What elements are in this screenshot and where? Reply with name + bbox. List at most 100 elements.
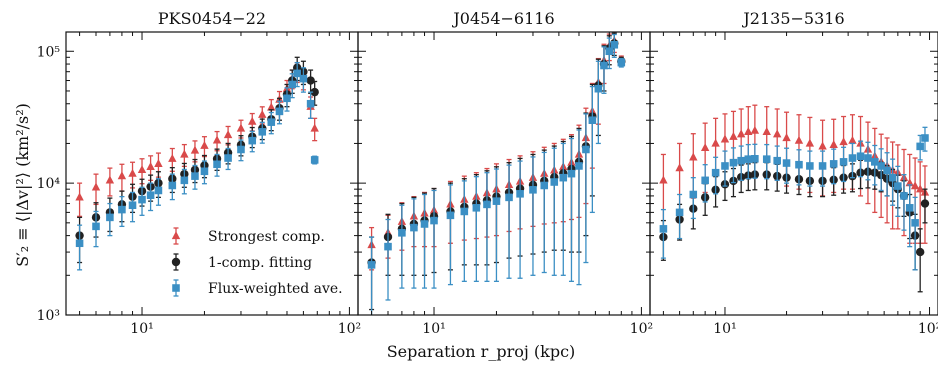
data-point (900, 192, 908, 200)
data-point (911, 219, 919, 227)
data-point (168, 153, 177, 162)
data-point (410, 223, 418, 232)
data-point (883, 166, 891, 175)
data-point (829, 160, 838, 168)
data-point (213, 160, 221, 169)
data-point (744, 126, 753, 135)
data-point (711, 138, 720, 147)
data-point (516, 190, 524, 198)
data-point (146, 161, 155, 170)
data-point (306, 76, 315, 85)
data-layer (659, 104, 930, 293)
legend-entry: 1-comp. fitting (171, 253, 312, 271)
data-point (483, 200, 491, 209)
data-point (711, 168, 720, 177)
plots-layer: PKS0454−22 10¹ 10² 10³ 10⁴ 10⁵ Strongest comp.… (37, 9, 938, 337)
data-point (729, 158, 738, 167)
data-point (689, 190, 698, 199)
data-point (472, 204, 481, 212)
data-point (689, 152, 698, 161)
data-point (864, 154, 872, 162)
data-point (659, 175, 668, 184)
data-point (128, 201, 137, 210)
series-triangle (659, 104, 930, 244)
panel-title: PKS0454−22 (158, 9, 266, 28)
panel-title: J0454−6116 (451, 9, 554, 28)
data-point (575, 162, 583, 170)
data-point (190, 145, 200, 154)
y-tick-label: 10⁴ (37, 176, 61, 192)
data-point (200, 167, 209, 176)
data-point (137, 165, 147, 174)
data-point (721, 162, 729, 170)
data-point (146, 191, 155, 199)
data-point (916, 142, 924, 151)
data-point (737, 156, 745, 165)
data-point (420, 220, 429, 228)
data-point (106, 213, 114, 222)
data-point (128, 168, 137, 177)
data-point (212, 135, 222, 144)
data-point (659, 225, 668, 233)
data-point (75, 239, 84, 248)
legend: Strongest comp. 1-comp. fitting Flux-weigh… (171, 227, 343, 297)
data-point (848, 135, 857, 144)
data-point (594, 84, 603, 93)
data-point (782, 159, 791, 167)
y-axis-label: S′₂ ≡ ⟨|Δv|²⟩ (km²/s²) (13, 103, 32, 267)
data-point (288, 80, 297, 89)
data-point (700, 143, 710, 152)
data-point (773, 156, 781, 165)
data-point (915, 247, 925, 257)
data-point (248, 136, 257, 145)
series-square (367, 33, 626, 315)
data-point (877, 162, 885, 170)
data-layer (367, 32, 626, 315)
data-point (237, 145, 245, 154)
data-point (794, 135, 804, 144)
data-layer (75, 56, 319, 271)
data-point (871, 158, 879, 166)
data-point (154, 159, 163, 168)
data-point (117, 171, 127, 180)
data-point (750, 125, 760, 134)
data-point (795, 160, 803, 169)
data-point (460, 207, 469, 216)
y-tick-label: 10³ (37, 308, 60, 324)
data-point (275, 107, 284, 116)
legend-label: Strongest comp. (208, 229, 325, 245)
data-point (310, 87, 319, 97)
data-point (310, 123, 319, 132)
data-point (782, 133, 791, 142)
data-point (905, 204, 914, 212)
data-point (567, 169, 576, 178)
data-point (921, 134, 929, 142)
data-point (617, 58, 626, 67)
y-tick-label: 10⁵ (37, 44, 61, 60)
data-point (818, 141, 827, 150)
data-point (267, 102, 276, 111)
data-point (105, 175, 115, 184)
data-point (191, 172, 199, 180)
data-point (839, 137, 848, 146)
data-point (430, 216, 438, 225)
data-point (138, 195, 146, 204)
data-point (224, 154, 232, 162)
data-point (894, 182, 902, 190)
legend-marker (172, 284, 180, 292)
data-point (600, 61, 608, 70)
data-point (91, 182, 101, 191)
data-point (736, 129, 746, 138)
data-point (306, 99, 315, 108)
panel-title: J2135−5316 (741, 9, 844, 28)
panel-2: J0454−6116 10¹ 10² (357, 9, 653, 337)
data-point (829, 140, 838, 149)
panel-3: J2135−5316 10¹ 10² (649, 9, 938, 337)
data-point (550, 178, 559, 186)
data-point (729, 131, 738, 140)
series-square (75, 61, 319, 271)
data-point (806, 162, 814, 170)
data-point (588, 116, 597, 124)
legend-marker (171, 231, 181, 240)
